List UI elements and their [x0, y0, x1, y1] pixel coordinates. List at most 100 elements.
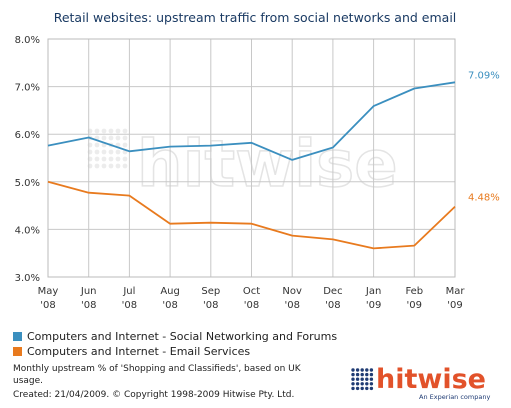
chart-title: Retail websites: upstream traffic from s… — [54, 10, 457, 25]
plot-border — [47, 38, 456, 278]
x-tick-label-year: '08 — [81, 300, 96, 311]
footer-note: Monthly upstream % of 'Shopping and Clas… — [13, 363, 301, 387]
logo-dot — [360, 372, 364, 377]
x-tick-label-month: Aug — [160, 286, 180, 297]
logo-dot — [351, 368, 355, 372]
x-tick-label-year: '09 — [407, 300, 422, 311]
y-tick-label: 5.0% — [15, 178, 40, 189]
x-tick-label-year: '08 — [284, 300, 299, 311]
x-tick-label-year: '09 — [366, 300, 381, 311]
watermark-dot — [115, 163, 121, 169]
watermark-dot — [101, 163, 107, 169]
watermark-dot — [122, 128, 128, 134]
grid-lines — [47, 38, 456, 278]
x-tick-label-month: Jan — [365, 286, 381, 297]
logo-dot — [360, 386, 364, 391]
logo-dot — [351, 382, 355, 386]
x-tick-label-year: '09 — [447, 300, 462, 311]
hitwise-logo: hitwise An Experian company — [351, 364, 490, 401]
legend-item-email: Computers and Internet - Email Services — [13, 345, 250, 358]
x-tick-label-month: Feb — [405, 286, 423, 297]
x-tick-label-month: Sep — [201, 286, 220, 297]
legend-swatch-social — [13, 332, 22, 341]
legend-label-social: Computers and Internet - Social Networki… — [27, 330, 338, 343]
x-tick-label-month: Dec — [323, 286, 342, 297]
x-tick-label-year: '08 — [40, 300, 55, 311]
x-tick-label-month: Nov — [282, 286, 302, 297]
watermark-text: hitwise — [137, 128, 398, 202]
x-tick-label-month: May — [38, 286, 59, 297]
watermark-dot — [94, 149, 100, 155]
series-end-label-email: 4.48% — [468, 193, 500, 204]
logo-dot — [351, 377, 355, 381]
x-tick-label-month: Jun — [80, 286, 97, 297]
logo-tagline: An Experian company — [419, 393, 490, 401]
series-line-social — [47, 81, 456, 161]
watermark-dot — [122, 142, 128, 148]
footer-copyright: Created: 21/04/2009. © Copyright 1998-20… — [13, 390, 295, 400]
logo-dot — [355, 377, 360, 381]
logo-dot — [360, 382, 364, 386]
x-tick-label-year: '08 — [162, 300, 177, 311]
watermark-dot — [101, 135, 107, 141]
y-tick-label: 6.0% — [15, 130, 40, 141]
footer-line-2: usage. — [13, 376, 44, 386]
logo-dot — [355, 386, 360, 391]
legend-swatch-email — [13, 347, 22, 356]
watermark-dot — [101, 156, 107, 162]
logo-dot-grid — [351, 368, 374, 391]
logo-dot — [360, 377, 364, 381]
logo-dot — [365, 382, 369, 386]
y-axis: 3.0% 4.0% 5.0% 6.0% 7.0% 8.0% — [15, 35, 40, 284]
x-tick-label-month: Mar — [446, 286, 466, 297]
x-axis: May '08 Jun '08 Jul '08 Aug '08 Sep '08 Oct '08 Nov '… — [38, 286, 466, 311]
logo-dot — [369, 382, 374, 386]
x-tick-label-year: '08 — [325, 300, 340, 311]
x-tick-label-year: '08 — [122, 300, 137, 311]
watermark-dot — [115, 135, 121, 141]
logo-dot — [369, 372, 374, 377]
series-end-label-social: 7.09% — [468, 70, 500, 81]
logo-wordmark: hitwise — [376, 364, 486, 395]
logo-dot — [369, 368, 374, 372]
logo-dot — [365, 372, 369, 377]
watermark-dot — [94, 142, 100, 148]
watermark-dot — [115, 128, 121, 134]
logo-dot — [351, 386, 355, 391]
watermark-dot — [122, 156, 128, 162]
watermark-dot — [94, 128, 100, 134]
watermark-dot — [94, 156, 100, 162]
x-tick-label-year: '08 — [244, 300, 259, 311]
watermark-dot — [115, 149, 121, 155]
watermark-dot — [94, 163, 100, 169]
y-tick-label: 7.0% — [15, 83, 40, 94]
logo-dot — [369, 386, 374, 391]
watermark-dot — [108, 128, 114, 134]
logo-dot — [355, 382, 360, 386]
y-tick-label: 3.0% — [15, 273, 40, 284]
logo-dot — [351, 372, 355, 377]
watermark-dot — [122, 163, 128, 169]
watermark-dot — [122, 135, 128, 141]
logo-dot — [365, 368, 369, 372]
series-line-email — [47, 180, 456, 250]
watermark-dot — [108, 163, 114, 169]
hitwise-watermark: hitwise — [87, 127, 398, 203]
x-tick-label-month: Jul — [122, 286, 135, 297]
watermark-dot — [101, 128, 107, 134]
y-tick-label: 8.0% — [15, 35, 40, 46]
logo-dot — [355, 368, 360, 372]
legend-label-email: Computers and Internet - Email Services — [27, 345, 251, 358]
watermark-dot — [108, 135, 114, 141]
logo-dot — [360, 368, 364, 372]
legend-item-social: Computers and Internet - Social Networki… — [13, 330, 337, 343]
logo-dot — [355, 372, 360, 377]
series-layer: 7.09% 4.48% — [47, 70, 500, 250]
watermark-dot — [115, 156, 121, 162]
logo-dot — [365, 377, 369, 381]
y-tick-label: 4.0% — [15, 225, 40, 236]
watermark-dot — [108, 156, 114, 162]
x-tick-label-month: Oct — [243, 286, 260, 297]
x-tick-label-year: '08 — [203, 300, 218, 311]
